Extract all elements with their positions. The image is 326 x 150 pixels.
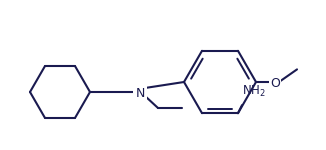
Text: N: N bbox=[135, 87, 145, 100]
Text: O: O bbox=[270, 77, 280, 90]
Text: NH$_2$: NH$_2$ bbox=[242, 84, 266, 99]
